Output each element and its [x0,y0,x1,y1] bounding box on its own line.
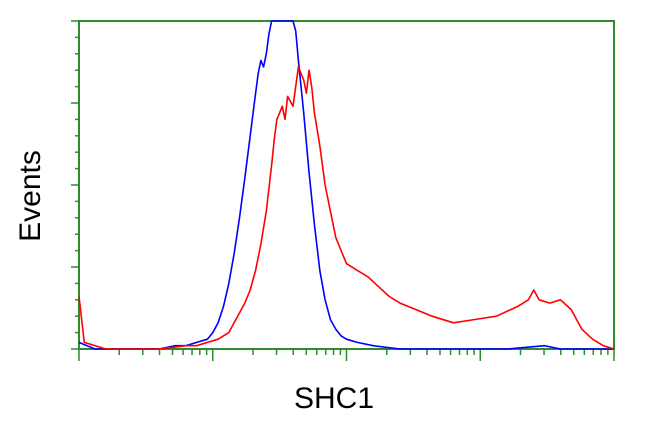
series-layer [78,20,615,350]
x-axis-title: SHC1 [294,382,374,415]
axis-ticks [71,20,615,361]
series-line-0 [78,20,614,350]
y-axis-title: Events [14,150,47,242]
series-line-1 [78,66,615,350]
plot-frame [78,20,615,350]
